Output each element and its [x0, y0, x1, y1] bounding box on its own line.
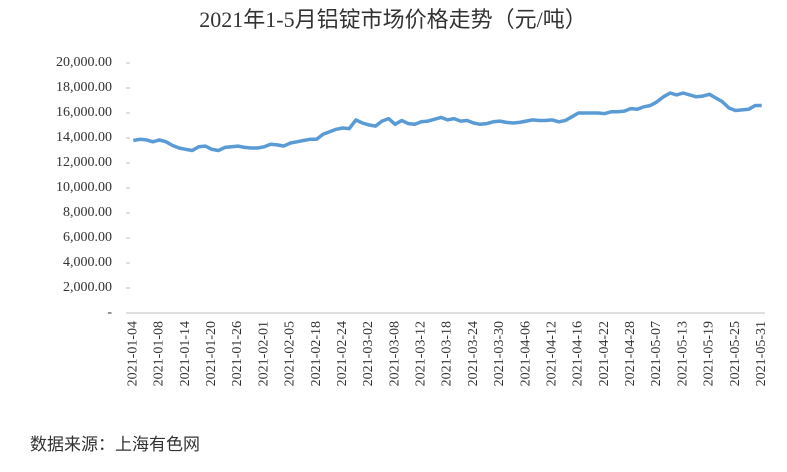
- x-tick-label: 2021-02-05: [283, 321, 298, 386]
- x-tick-label: 2021-01-26: [230, 321, 245, 386]
- x-tick-label: 2021-05-13: [675, 321, 690, 386]
- x-tick-label: 2021-05-25: [728, 321, 743, 386]
- x-tick-label: 2021-05-19: [702, 321, 717, 386]
- data-line: [132, 91, 762, 153]
- x-tick-label: 2021-03-30: [492, 321, 507, 386]
- y-tick-label: 12,000.00: [56, 155, 112, 170]
- x-tick-label: 2021-01-08: [152, 321, 167, 386]
- y-tick-label: 6,000.00: [63, 230, 112, 245]
- x-tick-label: 2021-03-02: [361, 321, 376, 386]
- x-tick-label: 2021-01-14: [178, 321, 193, 386]
- x-tick-label: 2021-05-31: [754, 321, 769, 386]
- x-tick-label: 2021-03-12: [414, 321, 429, 386]
- chart-title: 2021年1-5月铝锭市场价格走势（元/吨）: [199, 7, 586, 32]
- x-tick-label: 2021-02-01: [256, 321, 271, 386]
- x-tick-label: 2021-01-20: [204, 321, 219, 386]
- y-tick-label: 2,000.00: [63, 280, 112, 295]
- x-tick-label: 2021-01-04: [125, 321, 140, 386]
- y-tick-label: -: [107, 305, 112, 320]
- x-tick-label: 2021-04-06: [518, 321, 533, 386]
- x-tick-label: 2021-04-22: [597, 321, 612, 386]
- y-tick-label: 14,000.00: [56, 130, 112, 145]
- y-tick-label: 4,000.00: [63, 255, 112, 270]
- x-tick-label: 2021-04-12: [544, 321, 559, 386]
- x-tick-label: 2021-04-28: [623, 321, 638, 386]
- y-tick-label: 20,000.00: [56, 55, 112, 70]
- y-tick-label: 18,000.00: [56, 80, 112, 95]
- x-tick-label: 2021-03-18: [440, 321, 455, 386]
- y-tick-label: 8,000.00: [63, 205, 112, 220]
- x-tick-label: 2021-05-07: [649, 321, 664, 386]
- y-tick-label: 10,000.00: [56, 180, 112, 195]
- x-tick-label: 2021-02-24: [335, 321, 350, 386]
- y-tick-label: 16,000.00: [56, 105, 112, 120]
- x-tick-label: 2021-04-16: [571, 321, 586, 386]
- x-tick-label: 2021-03-08: [387, 321, 402, 386]
- source-note: 数据来源：上海有色网: [30, 435, 200, 454]
- x-tick-label: 2021-03-24: [466, 321, 481, 386]
- x-tick-label: 2021-02-18: [309, 321, 324, 386]
